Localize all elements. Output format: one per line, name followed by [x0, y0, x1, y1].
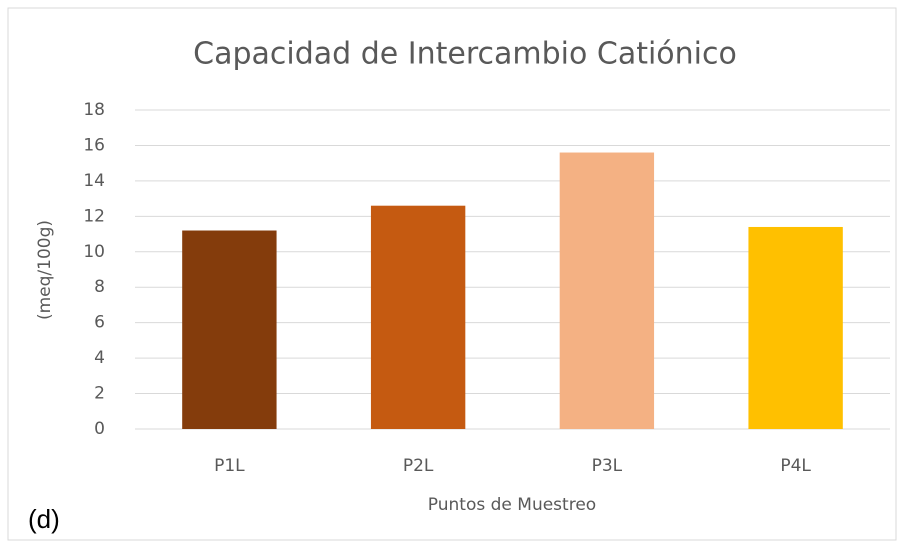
y-tick-label: 0 [94, 419, 105, 439]
x-tick-label: P3L [592, 456, 623, 476]
y-axis-label: (meq/100g) [35, 220, 55, 320]
x-tick-label: P1L [214, 456, 245, 476]
x-axis-label: Puntos de Muestreo [428, 495, 596, 515]
y-tick-label: 2 [94, 384, 105, 404]
annotation: (d) [28, 504, 60, 534]
x-tick-label: P4L [780, 456, 811, 476]
x-tick-label: P2L [403, 456, 434, 476]
y-tick-label: 6 [94, 313, 105, 333]
bar [182, 230, 277, 429]
chart-title: Capacidad de Intercambio Catiónico [193, 37, 737, 72]
y-tick-label: 8 [94, 277, 105, 297]
y-tick-label: 12 [83, 206, 105, 226]
y-tick-label: 14 [83, 171, 105, 191]
bar [370, 205, 466, 429]
y-tick-label: 10 [83, 242, 105, 262]
bar [748, 226, 843, 429]
y-tick-label: 4 [94, 348, 105, 368]
y-tick-label: 16 [83, 135, 105, 155]
bar [559, 152, 655, 430]
y-tick-label: 18 [83, 100, 105, 120]
